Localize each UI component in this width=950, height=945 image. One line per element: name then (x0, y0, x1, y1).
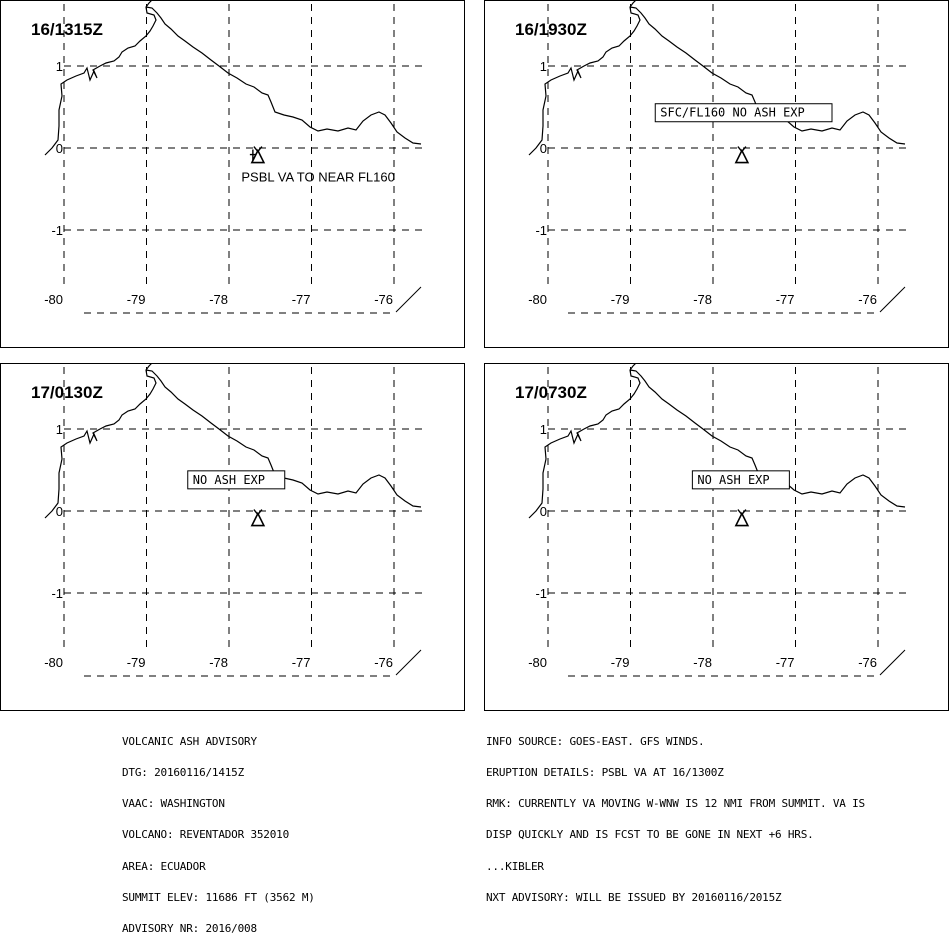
border-line (629, 369, 906, 508)
ash-status-box (187, 470, 286, 490)
valid-time-label: 16/1930Z (515, 20, 587, 39)
lat-tick-label: 1 (56, 59, 63, 74)
ash-status-note: SFC/FL160 NO ASH EXP (660, 106, 805, 120)
advisory-next: NXT ADVISORY: WILL BE ISSUED BY 20160116… (486, 890, 782, 904)
advisory-remark-1: RMK: CURRENTLY VA MOVING W-WNW IS 12 NMI… (486, 797, 865, 811)
advisory-volcano: VOLCANO: REVENTADOR 352010 (122, 828, 289, 842)
valid-time-label: 17/0130Z (31, 383, 103, 402)
advisory-dtg: DTG: 20160116/1415Z (122, 766, 245, 780)
ash-forecast-note: PSBL VA TO NEAR FL160 (241, 170, 394, 185)
panel-frame (484, 363, 949, 711)
map-canvas: 1 0 -1 -80 -79 -78 -77 -76 16/1315Z PSBL VA TO NE… (0, 0, 465, 348)
advisory-title: VOLCANIC ASH ADVISORY (122, 734, 257, 748)
lat-tick-label: 1 (540, 59, 547, 74)
valid-time-label: 16/1315Z (31, 20, 103, 39)
volcano-icon (734, 509, 750, 527)
panel-frame (484, 0, 949, 348)
lon-tick-label: -79 (611, 655, 630, 670)
lon-tick-label: -78 (209, 655, 228, 670)
advisory-vaac: VAAC: WASHINGTON (122, 797, 225, 811)
forecast-panel-3: 1 0 -1 -80 -79 -78 -77 -76 17/0130Z NO ASH EXP (0, 363, 465, 711)
ash-status-note: NO ASH EXP (697, 473, 769, 487)
ash-mark-icon (249, 149, 256, 161)
advisory-summit-elev: SUMMIT ELEV: 11686 FT (3562 M) (122, 890, 315, 904)
lon-tick-label: -76 (374, 655, 393, 670)
valid-time-label: 17/0730Z (515, 383, 587, 402)
corner-boundary-line (879, 649, 906, 676)
advisory-info-source: INFO SOURCE: GOES-EAST. GFS WINDS. (486, 734, 705, 748)
lon-tick-label: -76 (374, 292, 393, 307)
lat-tick-label: 1 (56, 422, 63, 437)
lon-tick-label: -79 (127, 292, 146, 307)
advisory-text-right: INFO SOURCE: GOES-EAST. GFS WINDS. ERUPT… (486, 716, 865, 914)
volcano-icon (250, 146, 266, 164)
lon-tick-label: -77 (776, 292, 795, 307)
map-canvas: 1 0 -1 -80 -79 -78 -77 -76 16/1930Z SFC/FL160 NO … (484, 0, 949, 348)
border-line (145, 6, 422, 145)
lon-tick-label: -78 (209, 292, 228, 307)
lon-tick-label: -76 (858, 655, 877, 670)
lon-tick-label: -79 (127, 655, 146, 670)
volcano-icon (734, 146, 750, 164)
lat-tick-label: 1 (540, 422, 547, 437)
lon-tick-label: -79 (611, 292, 630, 307)
advisory-number: ADVISORY NR: 2016/008 (122, 922, 257, 936)
advisory-eruption-details: ERUPTION DETAILS: PSBL VA AT 16/1300Z (486, 766, 724, 780)
panel-frame (0, 363, 465, 711)
ash-status-box (691, 470, 790, 490)
forecast-panel-2: 1 0 -1 -80 -79 -78 -77 -76 16/1930Z SFC/FL160 NO … (484, 0, 949, 348)
map-canvas: 1 0 -1 -80 -79 -78 -77 -76 17/0730Z NO ASH EXP (484, 363, 949, 711)
ash-status-note: NO ASH EXP (193, 473, 265, 487)
lat-tick-label: -1 (51, 223, 63, 238)
lat-tick-label: 0 (540, 504, 547, 519)
forecast-panel-4: 1 0 -1 -80 -79 -78 -77 -76 17/0730Z NO ASH EXP (484, 363, 949, 711)
corner-boundary-line (879, 286, 906, 313)
corner-boundary-line (395, 286, 422, 313)
advisory-area: AREA: ECUADOR (122, 859, 206, 873)
ash-status-box (654, 103, 833, 123)
lon-tick-label: -77 (776, 655, 795, 670)
coastline (44, 0, 157, 156)
lat-tick-label: 0 (56, 504, 63, 519)
lon-tick-label: -78 (693, 655, 712, 670)
lon-tick-label: -76 (858, 292, 877, 307)
advisory-signature: ...KIBLER (486, 859, 544, 873)
panel-frame (0, 0, 465, 348)
map-canvas: 1 0 -1 -80 -79 -78 -77 -76 17/0130Z NO ASH EXP (0, 363, 465, 711)
lon-tick-label: -77 (292, 655, 311, 670)
coastline (44, 363, 157, 519)
volcano-icon (250, 509, 266, 527)
lat-tick-label: -1 (535, 223, 547, 238)
lon-tick-label: -80 (44, 292, 63, 307)
advisory-text-left: VOLCANIC ASH ADVISORY DTG: 20160116/1415… (122, 716, 315, 945)
forecast-panel-1: 1 0 -1 -80 -79 -78 -77 -76 16/1315Z PSBL VA TO NE… (0, 0, 465, 348)
lat-tick-label: 0 (540, 141, 547, 156)
corner-boundary-line (395, 649, 422, 676)
lat-tick-label: -1 (51, 586, 63, 601)
coastline (528, 0, 641, 156)
lat-tick-label: 0 (56, 141, 63, 156)
lat-tick-label: -1 (535, 586, 547, 601)
lon-tick-label: -77 (292, 292, 311, 307)
lon-tick-label: -80 (44, 655, 63, 670)
lon-tick-label: -80 (528, 292, 547, 307)
lon-tick-label: -78 (693, 292, 712, 307)
lon-tick-label: -80 (528, 655, 547, 670)
border-line (145, 369, 422, 508)
coastline (528, 363, 641, 519)
advisory-remark-2: DISP QUICKLY AND IS FCST TO BE GONE IN N… (486, 828, 814, 842)
border-line (629, 6, 906, 145)
